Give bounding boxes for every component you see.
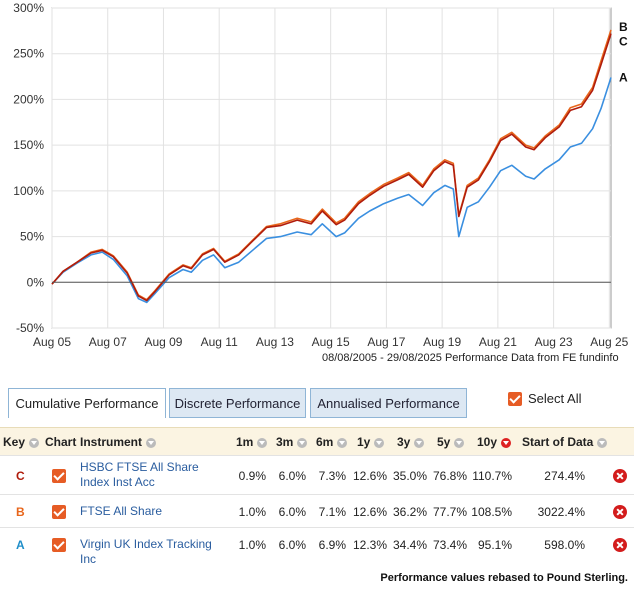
x-tick-label: Aug 19 — [423, 335, 461, 349]
remove-row-icon[interactable] — [613, 504, 627, 519]
header-start-of-data[interactable]: Start of Data — [522, 428, 608, 456]
row-value: 77.7% — [432, 504, 467, 519]
performance-chart: 300% 250% 200% 150% 100% 50% 0% -50%Aug 05 Aug 0… — [13, 1, 628, 349]
select-all-checkbox[interactable] — [508, 391, 522, 406]
row-value: 108.5% — [471, 504, 512, 519]
row-value: 12.3% — [352, 537, 387, 552]
sort-icon[interactable] — [374, 437, 385, 448]
currency-footnote: Performance values rebased to Pound Ster… — [380, 572, 628, 584]
sort-icon[interactable] — [297, 437, 308, 448]
tab-discrete-performance[interactable]: Discrete Performance — [169, 388, 306, 418]
table-header: Key Chart Instrument 1m 3m 6m 1y 3y 5y 1… — [0, 427, 634, 456]
row-value: 0.9% — [238, 468, 266, 483]
sort-icon[interactable] — [337, 437, 348, 448]
row-value: 3022.4% — [537, 504, 585, 519]
x-tick-label: Aug 17 — [367, 335, 405, 349]
row-value: 6.9% — [318, 537, 346, 552]
performance-source-note: 08/08/2005 - 29/08/2025 Performance Data… — [322, 352, 619, 364]
header-3y[interactable]: 3y — [397, 428, 425, 456]
tab-annualised-performance[interactable]: Annualised Performance — [310, 388, 467, 418]
select-all-toggle[interactable]: Select All — [508, 391, 581, 406]
row-value: 12.6% — [352, 504, 387, 519]
y-tick-label: 300% — [13, 1, 44, 15]
table-row: B FTSE All Share 1.0% 6.0% 7.1% 12.6% 36.2% 77.… — [0, 494, 634, 528]
row-value: 1.0% — [238, 537, 266, 552]
row-value: 35.0% — [392, 468, 427, 483]
select-all-label: Select All — [528, 391, 582, 406]
y-tick-label: 50% — [20, 230, 44, 244]
series-line-C — [51, 33, 612, 302]
row-chart-checkbox[interactable] — [52, 504, 66, 519]
remove-row-icon[interactable] — [613, 537, 627, 552]
header-1m[interactable]: 1m — [236, 428, 268, 456]
row-value: 110.7% — [472, 468, 512, 483]
row-key: B — [16, 504, 25, 519]
x-tick-label: Aug 05 — [33, 335, 71, 349]
row-key: A — [16, 537, 25, 552]
plot-area — [51, 7, 612, 329]
sort-icon[interactable] — [257, 437, 268, 448]
sort-icon[interactable] — [146, 437, 157, 448]
table-row: A Virgin UK Index Tracking Inc 1.0% 6.0% 6.9… — [0, 527, 634, 566]
header-key[interactable]: Key — [3, 428, 40, 456]
series-end-label: A — [619, 70, 628, 84]
series-end-label: C — [619, 35, 628, 49]
x-tick-label: Aug 25 — [590, 335, 628, 349]
header-10y[interactable]: 10y — [477, 428, 512, 456]
row-key: C — [16, 468, 25, 483]
row-value: 6.0% — [278, 468, 306, 483]
x-tick-label: Aug 21 — [479, 335, 517, 349]
row-value: 73.4% — [432, 537, 467, 552]
sort-icon[interactable] — [597, 437, 608, 448]
sort-active-icon[interactable] — [501, 437, 512, 448]
series-end-label: B — [619, 20, 628, 34]
x-tick-label: Aug 13 — [256, 335, 294, 349]
chart-series — [51, 29, 612, 304]
row-value: 7.1% — [318, 504, 346, 519]
y-tick-label: -50% — [16, 321, 44, 335]
instrument-link[interactable]: Virgin UK Index Tracking Inc — [80, 536, 212, 566]
chart-tick-labels: 300% 250% 200% 150% 100% 50% 0% -50%Aug 05 Aug 0… — [13, 1, 628, 349]
y-tick-label: 250% — [13, 47, 44, 61]
header-6m[interactable]: 6m — [316, 428, 348, 456]
series-line-A — [51, 77, 612, 304]
y-tick-label: 200% — [13, 92, 44, 106]
row-value: 34.4% — [392, 537, 427, 552]
chart-grid — [51, 7, 612, 329]
row-chart-checkbox[interactable] — [52, 537, 66, 552]
header-1y[interactable]: 1y — [357, 428, 385, 456]
y-tick-label: 100% — [13, 184, 44, 198]
row-value: 12.6% — [352, 468, 387, 483]
x-tick-label: Aug 11 — [201, 335, 238, 349]
row-value: 76.8% — [432, 468, 467, 483]
row-value: 36.2% — [392, 504, 427, 519]
row-value: 6.0% — [278, 504, 306, 519]
row-value: 274.4% — [544, 468, 585, 483]
sort-icon[interactable] — [414, 437, 425, 448]
header-chart: Chart — [45, 435, 77, 449]
x-tick-label: Aug 07 — [89, 335, 127, 349]
row-chart-checkbox[interactable] — [52, 468, 66, 483]
row-value: 1.0% — [238, 504, 266, 519]
x-tick-label: Aug 09 — [144, 335, 182, 349]
remove-row-icon[interactable] — [613, 468, 627, 483]
instrument-link[interactable]: HSBC FTSE All Share Index Inst Acc — [80, 460, 199, 489]
table-row: C HSBC FTSE All Share Index Inst Acc 0.9% 6… — [0, 455, 634, 495]
sort-icon[interactable] — [454, 437, 465, 448]
x-tick-label: Aug 15 — [312, 335, 350, 349]
header-5y[interactable]: 5y — [437, 428, 465, 456]
header-3m[interactable]: 3m — [276, 428, 308, 456]
instrument-link[interactable]: FTSE All Share — [80, 503, 163, 518]
row-value: 6.0% — [278, 537, 306, 552]
y-tick-label: 0% — [27, 275, 45, 289]
row-value: 7.3% — [318, 468, 346, 483]
header-instrument[interactable]: Instrument — [80, 428, 157, 456]
row-value: 95.1% — [477, 537, 512, 552]
y-tick-label: 150% — [13, 138, 44, 152]
sort-icon[interactable] — [29, 437, 40, 448]
row-value: 598.0% — [544, 537, 585, 552]
x-tick-label: Aug 23 — [535, 335, 573, 349]
tab-cumulative-performance[interactable]: Cumulative Performance — [8, 388, 166, 418]
